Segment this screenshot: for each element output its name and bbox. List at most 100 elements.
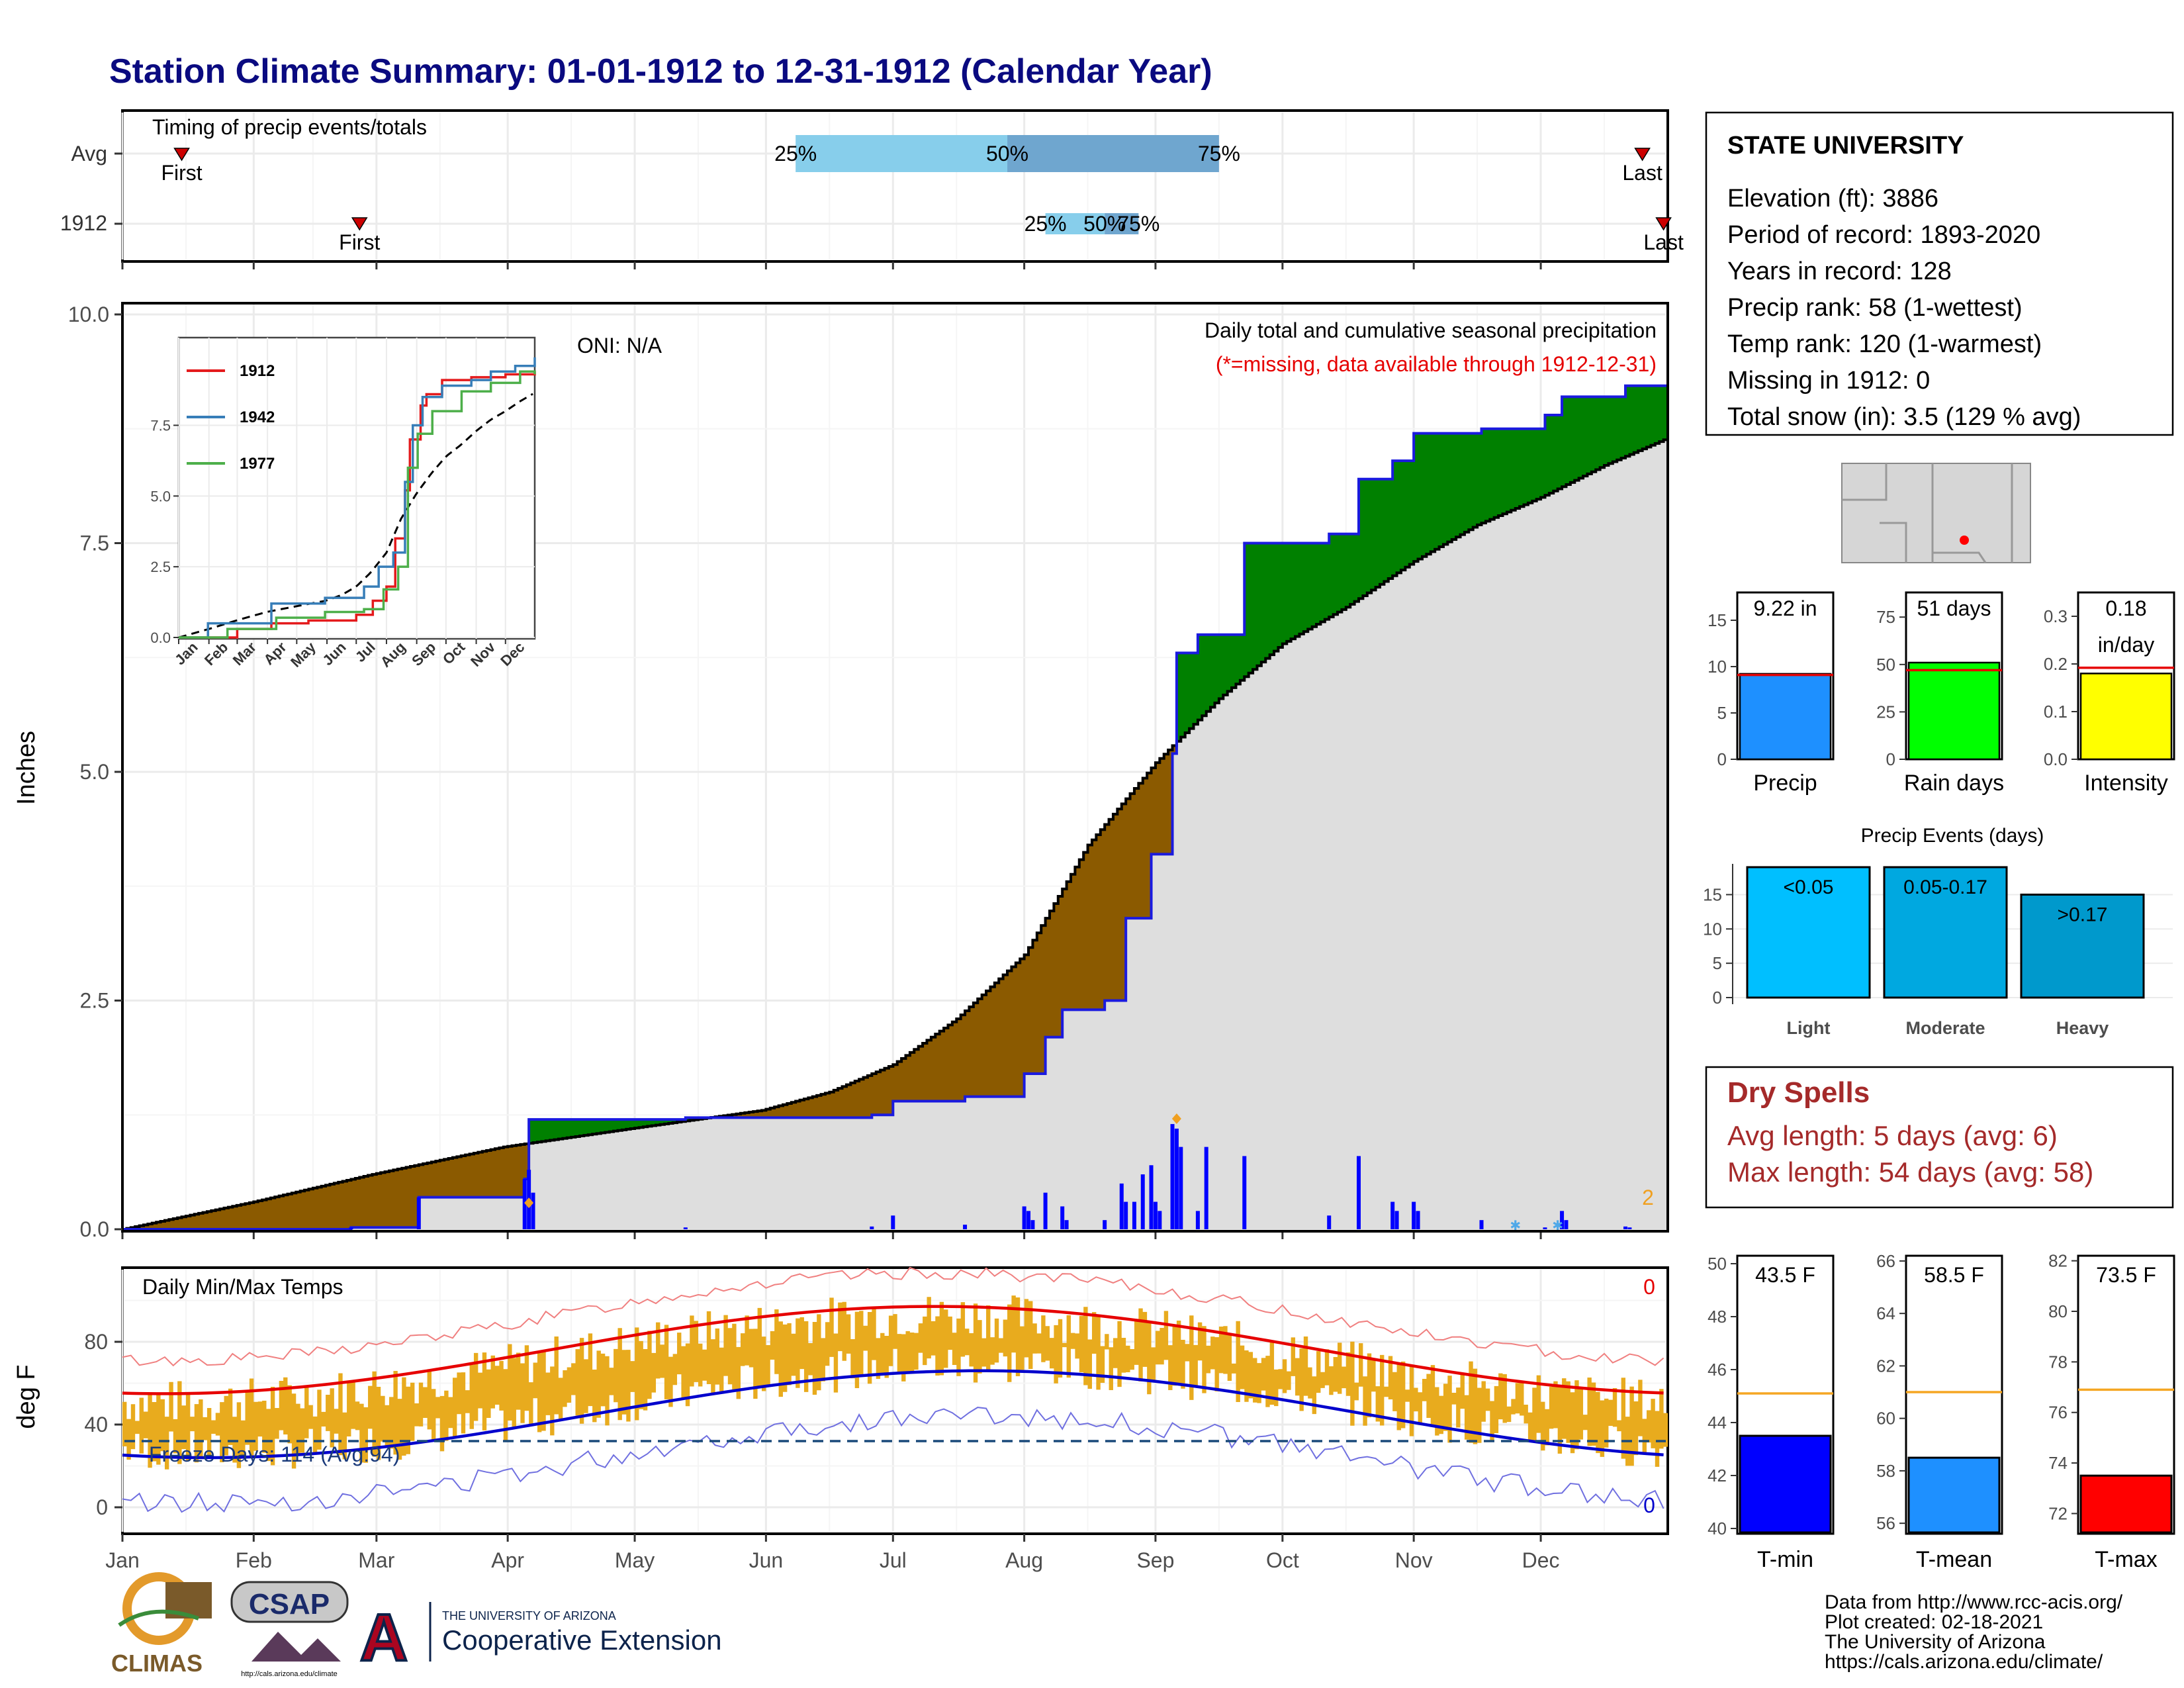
small-bar-label: 0.18	[2105, 596, 2146, 620]
missing-note: (*=missing, data available through 1912-…	[1216, 352, 1657, 376]
temp-panel: 0 40 80 deg F Daily Min/Max Temps Freeze D…	[13, 1266, 1669, 1572]
timing-first-marker-0	[173, 148, 190, 162]
daily-precip-bar	[1124, 1201, 1128, 1229]
ua-big-text: Cooperative Extension	[442, 1624, 722, 1656]
precip-ytick-4: 10.0	[68, 303, 109, 326]
small-bar-value	[1739, 673, 1832, 761]
normal-cumulative-line	[122, 438, 1669, 1231]
precip-desc: Daily total and cumulative seasonal prec…	[1205, 318, 1657, 342]
event-ytick-0: 0	[1713, 988, 1722, 1008]
small-bar-ytick: 0.0	[2044, 749, 2068, 769]
temp-bar-ytick: 46	[1707, 1360, 1727, 1380]
observed-cumulative-line	[122, 384, 1668, 1231]
temp-bar-value	[1739, 1434, 1832, 1534]
event-bar-label-1: 0.05-0.17	[1903, 876, 1987, 898]
inset-legend-label-1: 1942	[240, 408, 275, 426]
station-marker	[1960, 536, 1969, 545]
record-high-line	[122, 1266, 1664, 1367]
small-bar-ytick: 0.1	[2044, 702, 2068, 722]
temp-ylabel: deg F	[13, 1364, 40, 1429]
daily-precip-bar	[1416, 1211, 1420, 1229]
daily-temp-range-bars	[122, 1295, 1668, 1470]
info-line-5: Missing in 1912: 0	[1727, 367, 1930, 395]
temp-bar-label: 58.5 F	[1924, 1263, 1984, 1287]
info-line-0: Elevation (ft): 3886	[1727, 185, 1938, 212]
small-bar-ytick: 0.2	[2044, 654, 2068, 674]
footer-credits: Data from http://www.rcc-acis.org/ Plot …	[1825, 1591, 2123, 1673]
event-ytick-2: 10	[1703, 919, 1722, 939]
temp-bar-ytick: 82	[2048, 1251, 2068, 1271]
daily-precip-bar	[963, 1225, 968, 1229]
page-title: Station Climate Summary: 01-01-1912 to 1…	[109, 52, 1212, 91]
timing-first-label-1: First	[339, 230, 380, 254]
daily-precip-bar	[531, 1192, 535, 1229]
below-count: 0	[1643, 1493, 1655, 1517]
events-title: Precip Events (days)	[1861, 825, 2044, 847]
freeze-label: Freeze Days: 114 (Avg:94)	[149, 1442, 400, 1466]
temp-bar-ytick: 78	[2048, 1352, 2068, 1372]
temp-ytick-1: 40	[84, 1413, 108, 1436]
footer-line-3: The University of Arizona	[1825, 1631, 2046, 1653]
precip-events-chart: Precip Events (days) <0.05 Light 0.05-0.17 M…	[1703, 825, 2173, 1038]
info-line-3: Precip rank: 58 (1-wettest)	[1727, 294, 2023, 322]
climas-logo-text: CLIMAS	[111, 1650, 203, 1677]
timing-panel: Timing of precip events/totals Avg 1912 …	[60, 109, 1684, 269]
daily-precip-bar	[1174, 1128, 1179, 1229]
timing-label: Timing of precip events/totals	[152, 115, 427, 139]
csap-url: http://cals.arizona.edu/climate	[241, 1670, 338, 1678]
inset-series-1942	[179, 357, 536, 639]
climas-logo: CLIMAS	[111, 1572, 212, 1677]
timing-row-year-label: 1912	[60, 211, 107, 235]
daily-precip-bar	[1158, 1211, 1162, 1229]
temp-bar-ytick: 76	[2048, 1403, 2068, 1423]
small-bar-ytick: 0	[1886, 749, 1895, 769]
info-line-1: Period of record: 1893-2020	[1727, 221, 2040, 249]
daily-precip-bar	[1149, 1165, 1154, 1229]
timing-q50-75-0	[1007, 135, 1219, 172]
precip-ylabel: Inches	[13, 731, 40, 805]
month-label-1: Feb	[236, 1548, 272, 1572]
small-bar-title: Precip	[1753, 771, 1817, 796]
daily-precip-bar	[1119, 1183, 1124, 1229]
temp-ytick-2: 80	[84, 1330, 108, 1354]
temp-bar-ytick: 58	[1876, 1461, 1895, 1481]
event-bar-light	[1746, 866, 1871, 999]
temp-bar-ytick: 48	[1707, 1307, 1727, 1327]
temp-bar-ytick: 60	[1876, 1409, 1895, 1429]
record-low-line	[122, 1407, 1664, 1513]
small-bar-value	[1907, 661, 2001, 761]
small-bar-ytick: 50	[1876, 655, 1895, 675]
temp-bar-chart-6: 72 74 76 78 80 82 73.5 F T-max	[2048, 1251, 2175, 1572]
temp-bar-chart-4: 40 42 44 46 48 50 43.5 F T-min	[1707, 1254, 1835, 1572]
month-label-6: Jul	[880, 1548, 907, 1572]
small-bar-title: Rain days	[1904, 771, 2004, 796]
temp-bar-label: 43.5 F	[1755, 1263, 1815, 1287]
small-bar-ytick: 0	[1717, 749, 1727, 769]
dry-spells-avg: Avg length: 5 days (avg: 6)	[1727, 1120, 2058, 1151]
small-bar-ytick: 10	[1707, 657, 1727, 677]
info-line-2: Years in record: 128	[1727, 258, 1952, 285]
footer-line-4: https://cals.arizona.edu/climate/	[1825, 1651, 2103, 1673]
month-label-3: Apr	[491, 1548, 524, 1572]
timing-last-marker-1	[1655, 217, 1672, 231]
timing-q25-50-0	[796, 135, 1008, 172]
month-label-2: Mar	[358, 1548, 394, 1572]
ua-small-text: THE UNIVERSITY OF ARIZONA	[442, 1609, 616, 1622]
event-bar-moderate	[1883, 866, 2008, 999]
month-label-11: Dec	[1522, 1548, 1560, 1572]
month-label-5: Jun	[749, 1548, 784, 1572]
daily-precip-bar	[1132, 1201, 1136, 1229]
daily-precip-bar	[1170, 1124, 1175, 1229]
above-normal-area	[529, 385, 1668, 1144]
timing-q50-75-1	[1105, 213, 1139, 234]
event-cat-0: Light	[1787, 1018, 1831, 1038]
small-bar-ytick: 5	[1717, 703, 1727, 723]
station-info-box: STATE UNIVERSITY Elevation (ft): 3886 Per…	[1705, 111, 2174, 436]
small-bar-label2: in/day	[2098, 633, 2154, 657]
precip-ytick-1: 2.5	[80, 989, 109, 1013]
temp-bar-ytick: 80	[2048, 1301, 2068, 1321]
temp-bar-ytick: 72	[2048, 1503, 2068, 1523]
daily-precip-bar	[1060, 1206, 1065, 1229]
inset-ytick-2: 5.0	[150, 488, 171, 504]
